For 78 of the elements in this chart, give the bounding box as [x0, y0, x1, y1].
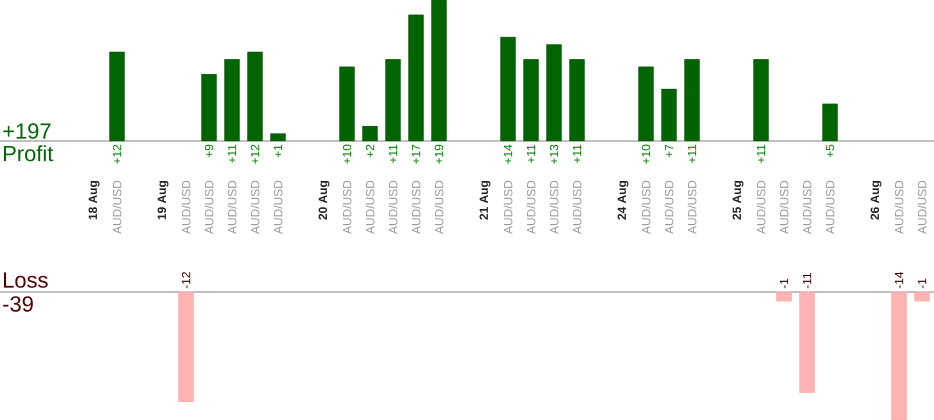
bar: [109, 52, 125, 142]
bar: [339, 66, 355, 142]
x-tick-label: AUD/USD: [780, 180, 788, 234]
x-tick-label: AUD/USD: [550, 180, 558, 234]
data-label: +12: [250, 144, 260, 164]
bar: [408, 14, 424, 142]
x-tick-label: AUD/USD: [664, 180, 674, 234]
data-label: +10: [342, 144, 352, 164]
bar: [661, 88, 677, 142]
x-tick-label: AUD/USD: [802, 180, 812, 234]
x-tick-label: AUD/USD: [250, 180, 260, 234]
x-tick-label: AUD/USD: [688, 180, 696, 234]
bar: [822, 104, 838, 142]
bar: [753, 59, 769, 142]
text: Profit: [4, 145, 54, 162]
x-tick-label: 26 Aug: [870, 181, 882, 220]
data-label: +11: [228, 144, 236, 164]
text: +197: [3, 123, 50, 139]
data-label: +11: [388, 144, 398, 164]
bar: [500, 36, 516, 142]
data-label: +11: [526, 144, 536, 164]
x-tick-label: AUD/USD: [182, 180, 190, 234]
chart-title: Loss: [4, 272, 48, 288]
x-tick-label: 25 Aug: [732, 181, 744, 220]
x-tick-label: AUD/USD: [366, 180, 374, 234]
data-label: +9: [204, 144, 214, 158]
x-tick-label: AUD/USD: [342, 180, 352, 234]
x-tick-label: AUD/USD: [642, 180, 650, 234]
x-tick-label: AUD/USD: [826, 180, 834, 234]
bar: [431, 0, 447, 142]
data-label: +11: [572, 144, 582, 164]
bar: [247, 52, 263, 142]
bar: [569, 59, 585, 142]
x-tick-label: AUD/USD: [112, 180, 122, 234]
x-tick-label: AUD/USD: [504, 180, 512, 234]
data-label: +17: [412, 144, 420, 164]
x-tick-label: 21 Aug: [480, 181, 490, 220]
text: -39: [3, 296, 33, 312]
data-label: +10: [642, 144, 650, 164]
bar: [270, 133, 286, 142]
bar: [523, 59, 539, 142]
x-tick-label: AUD/USD: [894, 180, 904, 234]
data-label: -11: [802, 272, 812, 288]
x-tick-label: AUD/USD: [572, 180, 582, 234]
data-label: +14: [504, 144, 512, 164]
data-label: +7: [664, 144, 674, 158]
data-label: -1: [780, 278, 788, 288]
bar: [638, 66, 654, 142]
x-tick-label: AUD/USD: [228, 180, 236, 234]
data-label: +12: [112, 144, 122, 164]
data-label: -12: [182, 272, 190, 288]
data-label: +2: [366, 144, 374, 158]
x-tick-label: AUD/USD: [388, 180, 398, 234]
data-label: -14: [894, 272, 904, 288]
bar: [684, 59, 700, 142]
x-tick-label: 24 Aug: [618, 181, 628, 220]
x-tick-label: AUD/USD: [526, 180, 536, 234]
data-label: +1: [274, 144, 282, 158]
x-tick-label: AUD/USD: [274, 180, 282, 234]
bar: [362, 126, 378, 142]
bar: [201, 74, 217, 142]
bar: [224, 59, 240, 142]
data-label: +11: [688, 144, 696, 164]
x-tick-label: AUD/USD: [204, 180, 214, 234]
x-tick-label: 19 Aug: [158, 181, 168, 220]
x-tick-label: 20 Aug: [318, 181, 330, 220]
data-label: +13: [550, 144, 558, 164]
x-tick-label: AUD/USD: [434, 180, 444, 234]
data-label: +5: [826, 144, 834, 158]
bar: [385, 59, 401, 142]
data-label: +11: [756, 144, 766, 164]
bar: [546, 44, 562, 142]
x-tick-label: AUD/USD: [756, 180, 766, 234]
x-tick-label: AUD/USD: [918, 180, 926, 234]
x-tick-label: AUD/USD: [412, 180, 420, 234]
data-label: -1: [918, 278, 926, 288]
data-label: +19: [434, 144, 444, 164]
x-tick-label: 18 Aug: [88, 181, 100, 220]
